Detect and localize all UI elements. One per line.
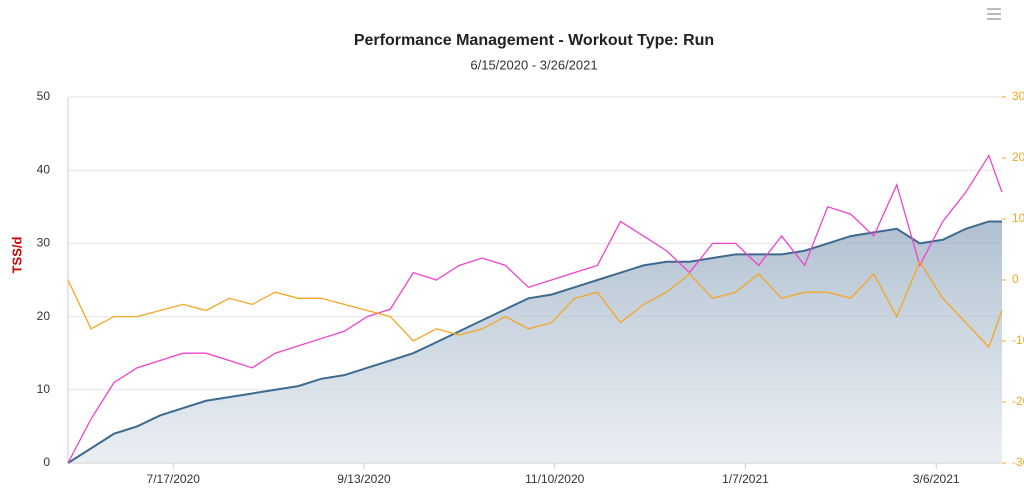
y-tick-label: 10 bbox=[37, 382, 51, 396]
area bbox=[68, 221, 1002, 463]
series-line bbox=[67, 260, 1003, 349]
y-tick-label: 50 bbox=[37, 89, 51, 103]
y-tick-label: 0 bbox=[43, 455, 50, 469]
y2-tick-label: 0 bbox=[1012, 272, 1019, 286]
series-line bbox=[67, 154, 1003, 464]
x-tick-label: 9/13/2020 bbox=[337, 472, 391, 486]
y2-tick-label: -10 bbox=[1012, 333, 1024, 347]
x-tick-label: 3/6/2021 bbox=[913, 472, 960, 486]
y2-tick-label: -20 bbox=[1012, 394, 1024, 408]
y2-tick-label: -30 bbox=[1012, 455, 1024, 469]
y-tick-label: 20 bbox=[37, 309, 51, 323]
x-tick-label: 11/10/2020 bbox=[525, 472, 584, 486]
chart-subtitle: 6/15/2020 - 3/26/2021 bbox=[470, 57, 597, 72]
menu-icon[interactable] bbox=[987, 8, 1001, 20]
y2-tick-label: 30 bbox=[1012, 89, 1024, 103]
y2-tick-label: 10 bbox=[1012, 211, 1024, 225]
y2-tick-label: 20 bbox=[1012, 150, 1024, 164]
y-tick-label: 40 bbox=[37, 162, 51, 176]
x-tick-label: 7/17/2020 bbox=[147, 472, 201, 486]
x-tick-label: 1/7/2021 bbox=[722, 472, 769, 486]
series-line bbox=[67, 220, 1002, 464]
y-axis-label: TSS/d bbox=[9, 237, 24, 274]
y-tick-label: 30 bbox=[37, 236, 51, 250]
chart-title: Performance Management - Workout Type: R… bbox=[354, 32, 714, 49]
